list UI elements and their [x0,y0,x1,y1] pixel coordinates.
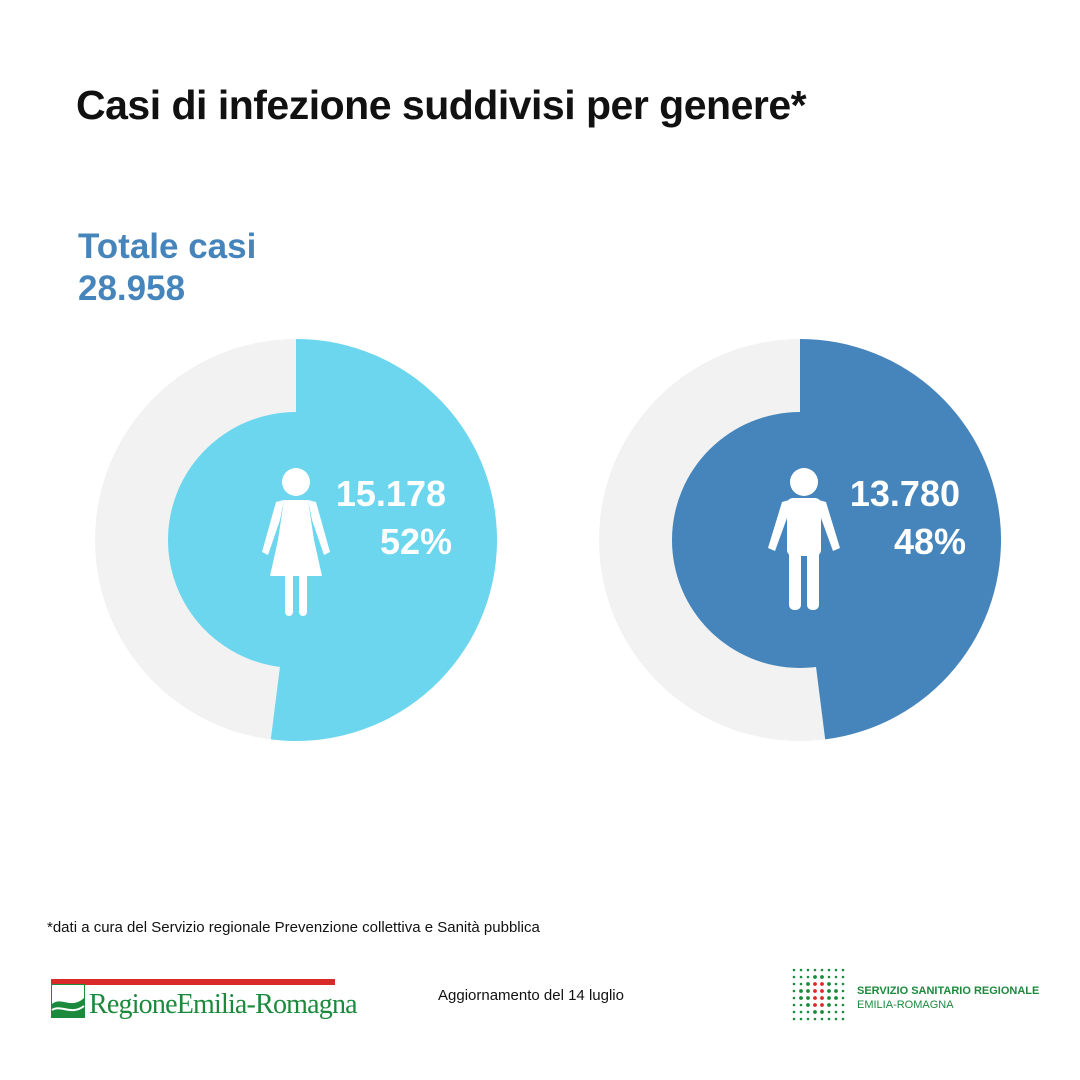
donut-chart-female: 15.178 52% [95,339,498,741]
donut-percent-label: 48% [894,521,966,562]
ssr-logo: SERVIZIO SANITARIO REGIONALE EMILIA-ROMA… [790,966,1050,1026]
ssr-logo-line2: EMILIA-ROMAGNA [857,999,954,1011]
ssr-dots-icon [792,968,845,1021]
regione-mark-icon [51,984,85,1018]
total-cases-label: Totale casi [78,227,257,266]
donut-percent-label: 52% [380,521,452,562]
footnote: *dati a cura del Servizio regionale Prev… [47,919,540,936]
ssr-logo-line1: SERVIZIO SANITARIO REGIONALE [857,985,1040,997]
donut-count-label: 13.780 [850,473,960,514]
logo-red-bar [51,979,335,985]
gender-donut-charts: 15.178 52% 13.780 48% [95,339,1001,741]
update-date: Aggiornamento del 14 luglio [438,987,624,1004]
male-icon [768,468,840,610]
total-cases-value: 28.958 [78,269,186,308]
regione-emilia-romagna-logo: RegioneEmilia-Romagna [51,979,358,1023]
total-cases: Totale casi 28.958 [78,226,256,310]
donut-chart-male: 13.780 48% [599,339,1001,741]
regione-logo-text: RegioneEmilia-Romagna [89,989,358,1020]
donut-count-label: 15.178 [336,473,446,514]
female-icon [262,468,330,616]
page-title: Casi di infezione suddivisi per genere* [76,82,807,128]
